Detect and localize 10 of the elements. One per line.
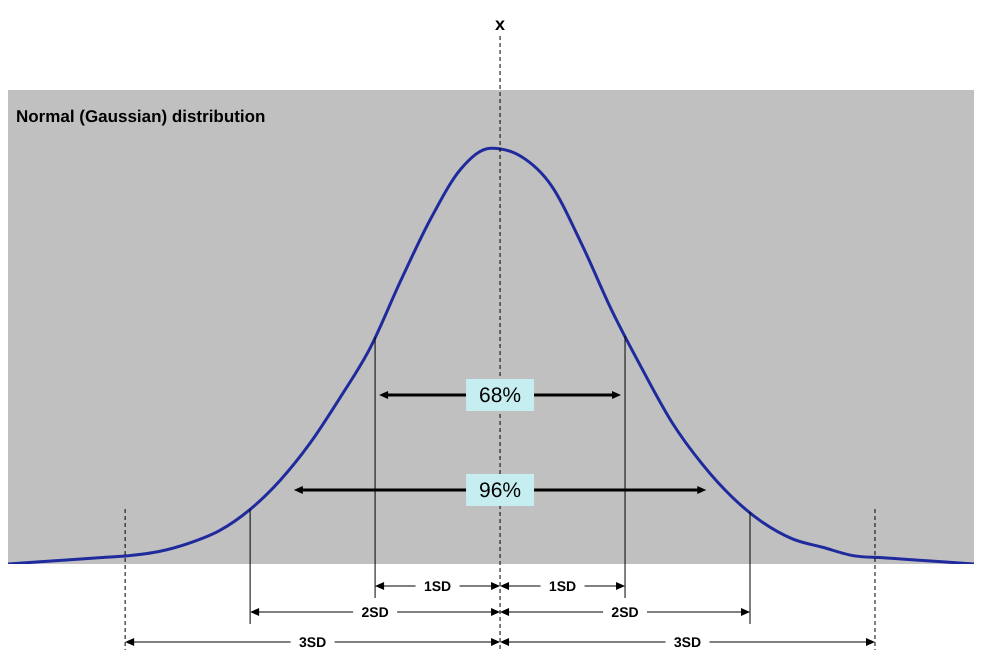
text: 3SD xyxy=(674,634,702,650)
text: 2SD xyxy=(361,604,389,620)
text: 1SD xyxy=(424,578,452,594)
annotation: 68% xyxy=(479,384,522,407)
text: 2SD xyxy=(611,604,639,620)
text: x xyxy=(495,14,506,34)
annotation: 96% xyxy=(479,479,522,502)
chart-title: Normal (Gaussian) distribution xyxy=(16,107,266,126)
text: 3SD xyxy=(298,634,326,650)
text: 1SD xyxy=(548,578,576,594)
